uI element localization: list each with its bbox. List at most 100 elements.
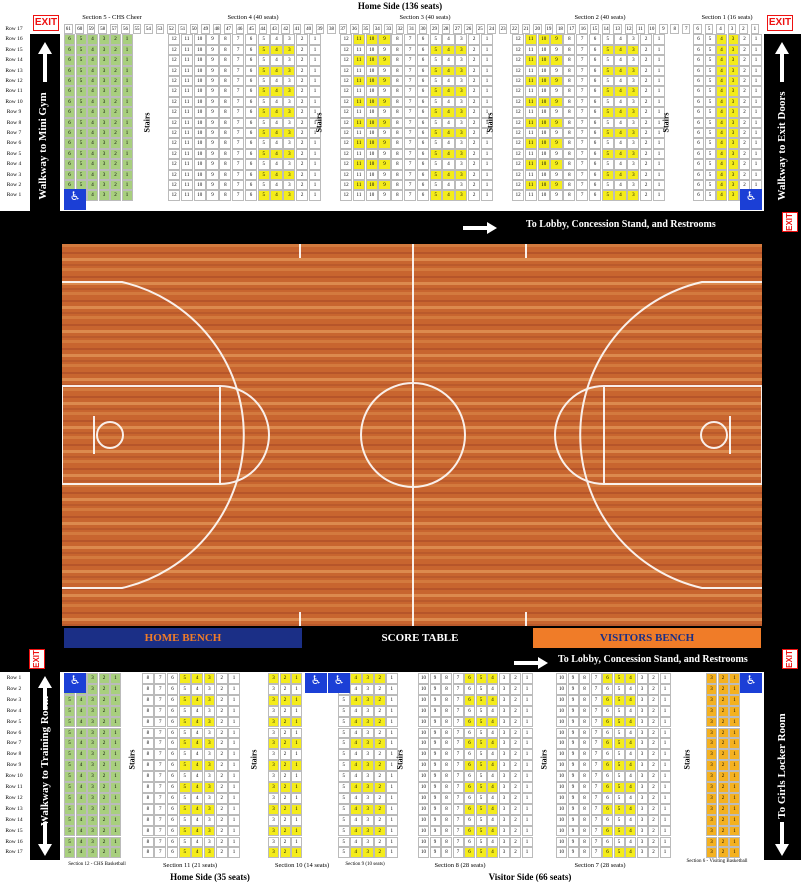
seat: 8 bbox=[563, 117, 576, 128]
seat: 3 bbox=[87, 771, 98, 782]
seat: 3 bbox=[87, 792, 98, 804]
seat: 2 bbox=[279, 792, 291, 804]
seat: 2 bbox=[374, 847, 386, 859]
seat: 5 bbox=[429, 86, 442, 97]
seat: 5 bbox=[338, 738, 350, 750]
seat: 3 bbox=[203, 782, 216, 793]
seat: 3 bbox=[455, 55, 468, 66]
seat: 1 bbox=[480, 34, 494, 45]
seat: 9 bbox=[206, 159, 219, 170]
seat: 3 bbox=[98, 159, 110, 170]
seat-number-header: 39 bbox=[315, 24, 325, 35]
seat: 1 bbox=[729, 727, 740, 739]
seat: 10 bbox=[193, 138, 206, 149]
seat: 2 bbox=[468, 148, 481, 160]
seat: 1 bbox=[308, 148, 322, 160]
seat: 4 bbox=[75, 803, 87, 815]
seat: 3 bbox=[727, 107, 739, 118]
seat: 8 bbox=[391, 159, 404, 170]
seat: 6 bbox=[588, 128, 602, 139]
seat-number-header: 17 bbox=[567, 24, 577, 35]
seat: 1 bbox=[750, 76, 762, 87]
seat: 11 bbox=[352, 76, 366, 87]
seat: 3 bbox=[706, 749, 717, 761]
seat: 4 bbox=[87, 128, 98, 139]
seat: 1 bbox=[521, 683, 533, 695]
seat-number-header: 38 bbox=[327, 24, 336, 35]
seat: 5 bbox=[704, 76, 716, 87]
seat: 3 bbox=[455, 117, 468, 128]
seat: 3 bbox=[283, 148, 296, 160]
seat: 9 bbox=[378, 190, 391, 201]
seat: 8 bbox=[391, 86, 404, 97]
seat: 1 bbox=[386, 803, 398, 815]
seat: 7 bbox=[576, 117, 589, 128]
seat: 2 bbox=[468, 159, 481, 170]
seat: 10 bbox=[537, 138, 550, 149]
seat: 1 bbox=[652, 148, 666, 160]
seat: 9 bbox=[567, 803, 579, 815]
seat: 2 bbox=[110, 34, 121, 45]
seat: 1 bbox=[659, 836, 671, 848]
seat: 1 bbox=[729, 825, 740, 837]
seat: 5 bbox=[475, 705, 487, 717]
seat: 7 bbox=[452, 814, 464, 826]
seat: 3 bbox=[498, 836, 510, 848]
seat: 1 bbox=[480, 55, 494, 66]
seat: 1 bbox=[659, 694, 671, 706]
row-label: Row 8 bbox=[6, 751, 22, 758]
seat: 5 bbox=[704, 169, 716, 180]
seat: 5 bbox=[75, 128, 87, 139]
seat: 3 bbox=[87, 825, 98, 837]
seat: 3 bbox=[268, 836, 279, 848]
seat: 7 bbox=[232, 96, 245, 108]
seat: 4 bbox=[487, 771, 498, 782]
seat: 11 bbox=[352, 169, 366, 180]
seat: 9 bbox=[567, 694, 579, 706]
seat: 11 bbox=[352, 190, 366, 201]
seat-number-header: 10 bbox=[647, 24, 657, 35]
seat: 8 bbox=[142, 749, 154, 761]
seat: 1 bbox=[121, 34, 133, 45]
seat: 4 bbox=[625, 673, 636, 684]
seat: 6 bbox=[244, 96, 258, 108]
walkway-mini-gym-label: Walkway to Mini Gym bbox=[37, 92, 49, 200]
seat: 5 bbox=[64, 782, 75, 793]
seat: 8 bbox=[142, 847, 154, 859]
section-6-label: Section 6 - Visiting Basketball bbox=[686, 859, 748, 864]
stairs-label: Stairs bbox=[485, 112, 495, 133]
seat: 2 bbox=[98, 738, 110, 750]
seat: 1 bbox=[110, 694, 121, 706]
section-10-label: Section 10 (14 seats) bbox=[274, 862, 330, 869]
seat: 1 bbox=[121, 148, 133, 160]
seat: 5 bbox=[475, 683, 487, 695]
seat: 6 bbox=[244, 107, 258, 118]
seat: 4 bbox=[350, 825, 362, 837]
seat: 8 bbox=[579, 771, 590, 782]
seat: 10 bbox=[556, 673, 567, 684]
seat: 1 bbox=[659, 716, 671, 728]
seat: 4 bbox=[270, 117, 283, 128]
seat: 5 bbox=[64, 716, 75, 728]
seat: 2 bbox=[717, 760, 729, 772]
seat: 2 bbox=[279, 716, 291, 728]
seat: 2 bbox=[640, 117, 653, 128]
seat: 8 bbox=[579, 683, 590, 695]
seat: 7 bbox=[590, 673, 602, 684]
seat: 8 bbox=[579, 749, 590, 761]
seat: 8 bbox=[219, 86, 232, 97]
seat: 1 bbox=[110, 847, 121, 859]
seat: 4 bbox=[191, 803, 203, 815]
seat: 8 bbox=[563, 128, 576, 139]
seat: 6 bbox=[464, 673, 475, 684]
seat: 1 bbox=[521, 836, 533, 848]
seat: 1 bbox=[750, 148, 762, 160]
seat: 4 bbox=[191, 749, 203, 761]
seat: 6 bbox=[64, 44, 75, 56]
seat: 3 bbox=[706, 705, 717, 717]
seat: 8 bbox=[142, 825, 154, 837]
seat: 2 bbox=[468, 169, 481, 180]
seat: 9 bbox=[429, 683, 441, 695]
seat: 7 bbox=[590, 683, 602, 695]
seat: 3 bbox=[362, 782, 374, 793]
